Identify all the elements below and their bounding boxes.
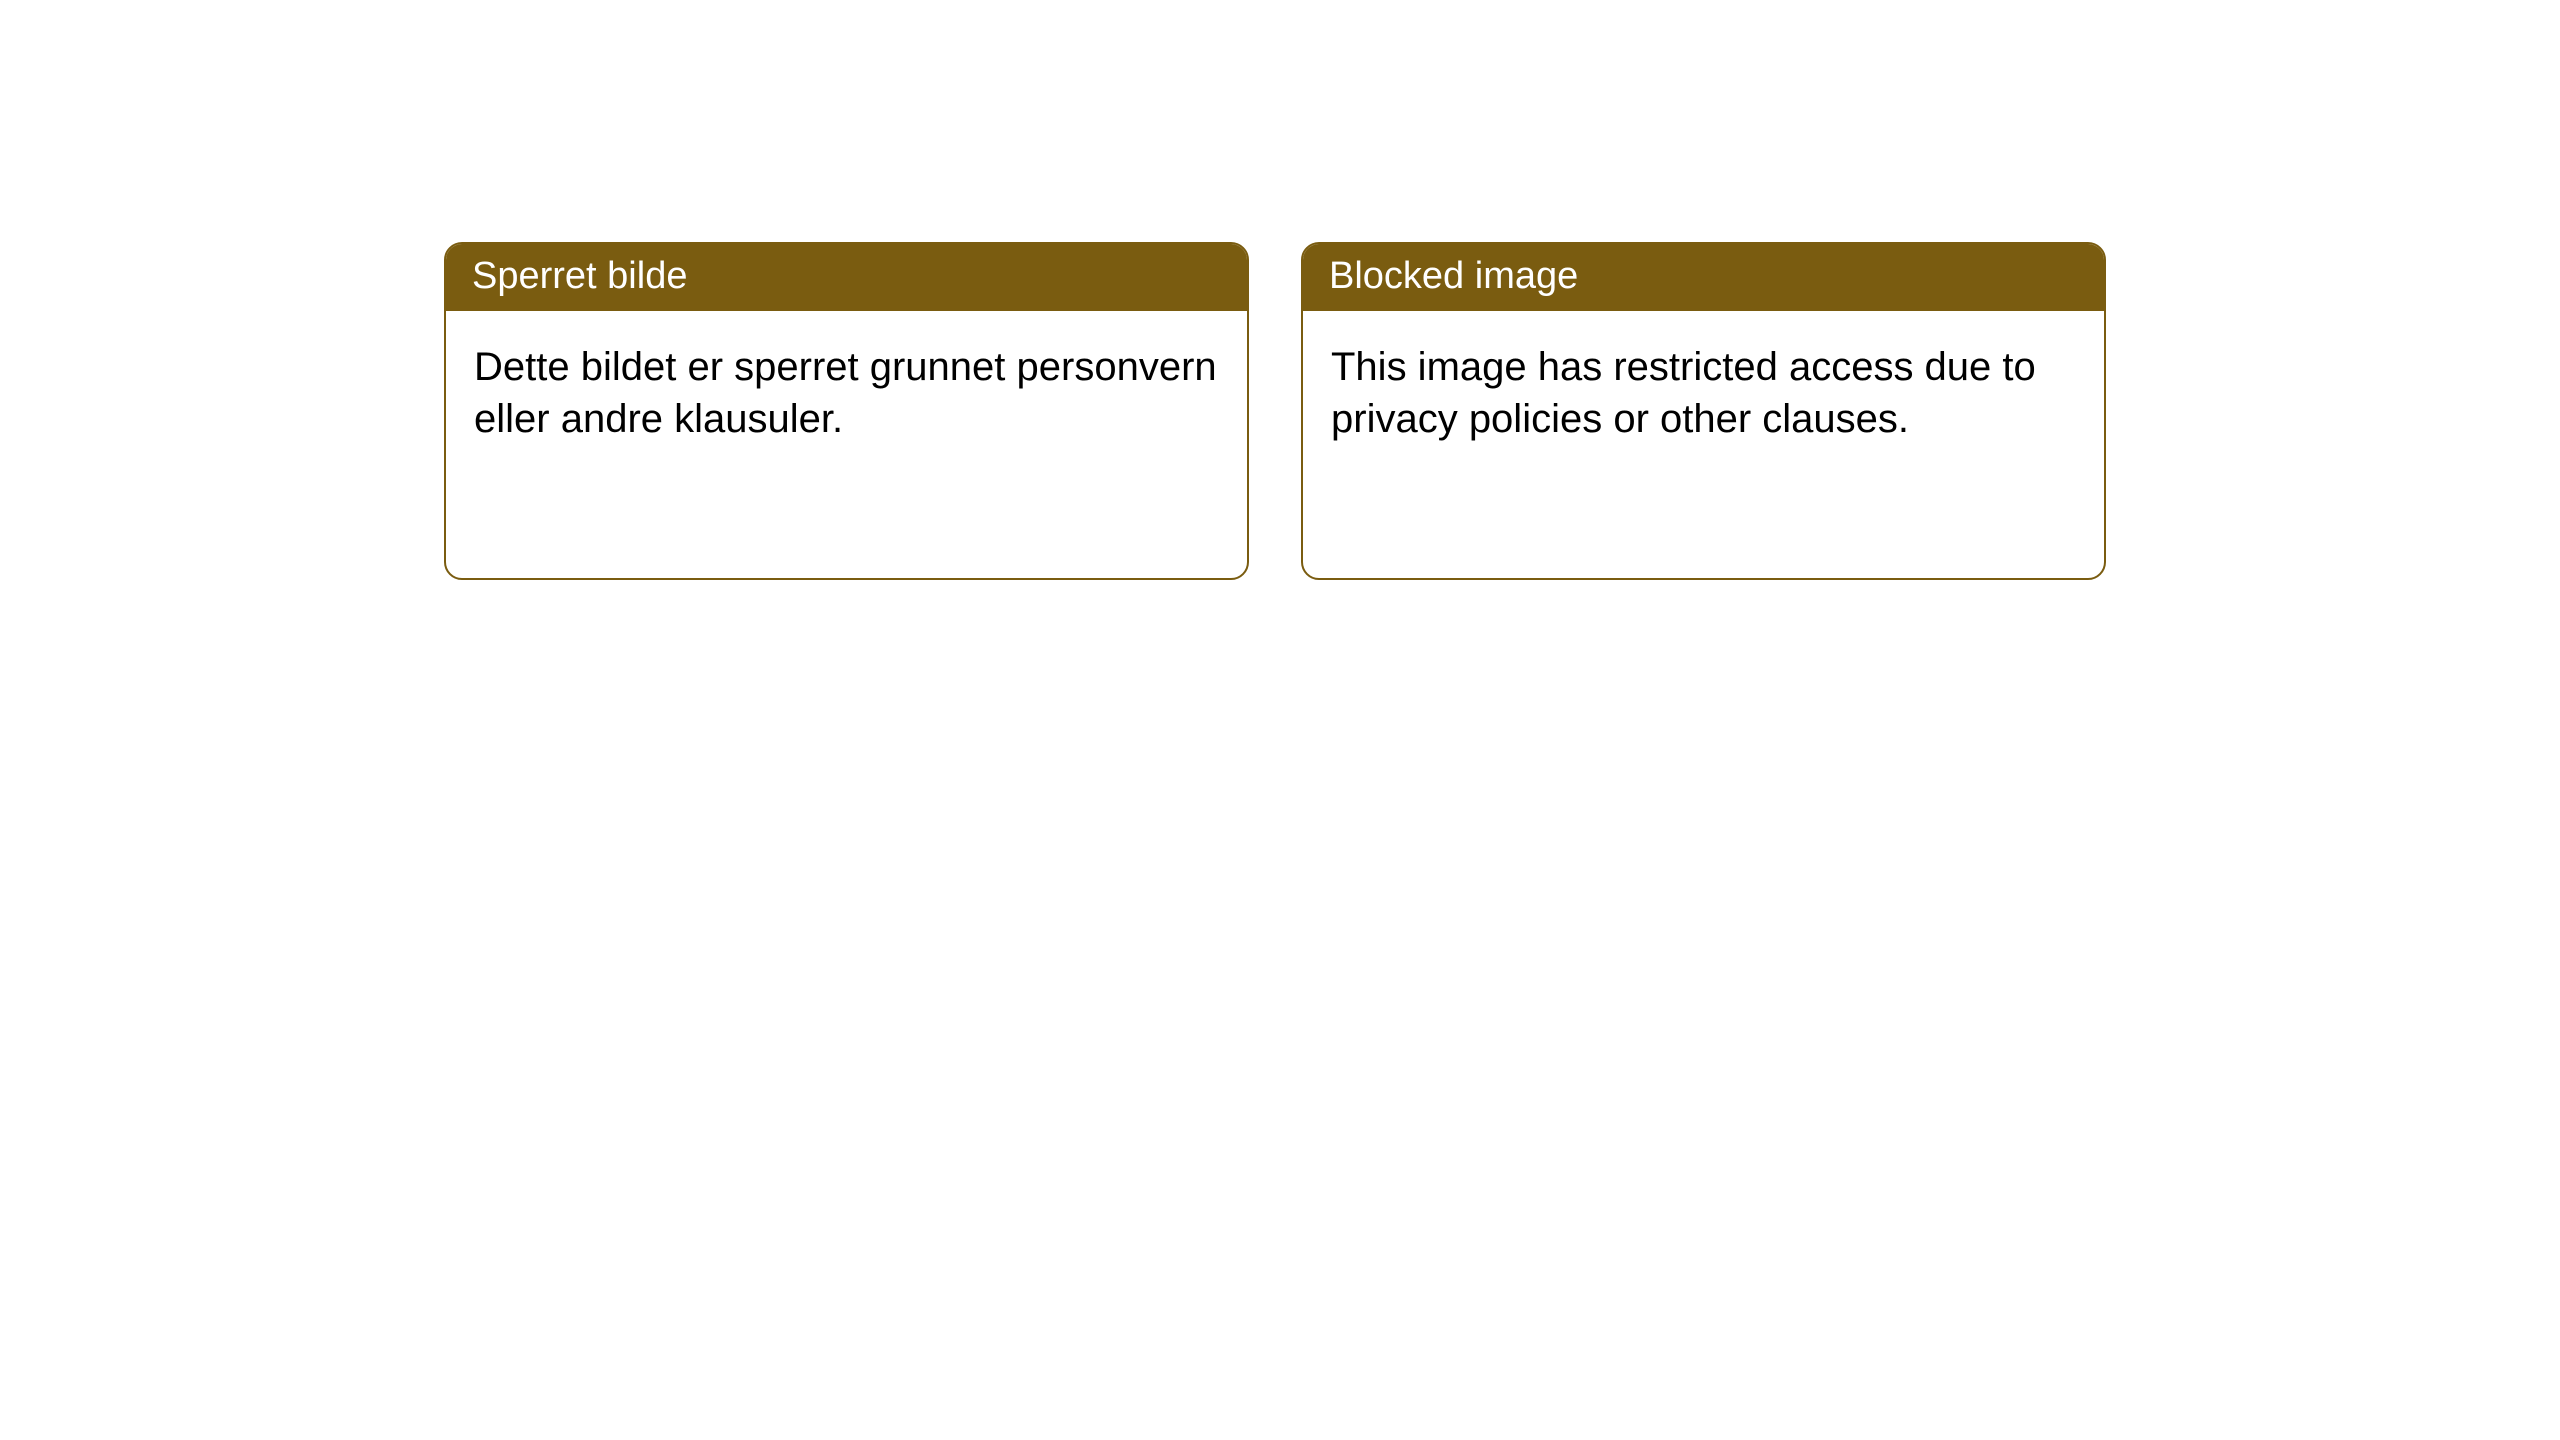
card-body-en: This image has restricted access due to …	[1303, 311, 2104, 465]
blocked-image-card-en: Blocked image This image has restricted …	[1301, 242, 2106, 580]
card-body-no: Dette bildet er sperret grunnet personve…	[446, 311, 1247, 465]
card-header-no: Sperret bilde	[446, 244, 1247, 311]
cards-container: Sperret bilde Dette bildet er sperret gr…	[0, 0, 2560, 580]
blocked-image-card-no: Sperret bilde Dette bildet er sperret gr…	[444, 242, 1249, 580]
card-header-en: Blocked image	[1303, 244, 2104, 311]
